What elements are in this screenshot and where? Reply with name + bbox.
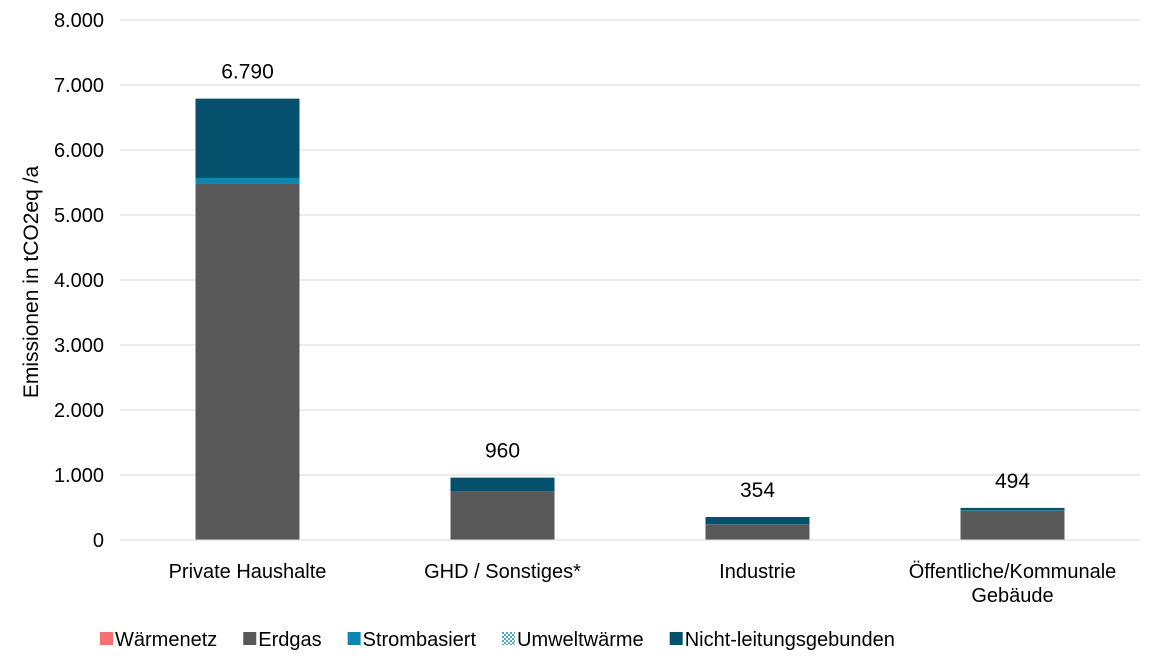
bar-segment-strombasiert bbox=[195, 177, 300, 184]
y-tick-label: 6.000 bbox=[54, 140, 104, 162]
legend-label: Wärmenetz bbox=[115, 629, 217, 651]
bar-total-labels: 6.790 960 354 494 bbox=[221, 61, 1030, 502]
y-tick-label: 7.000 bbox=[54, 75, 104, 97]
bar-total-label: 354 bbox=[740, 479, 775, 502]
y-tick-label: 5.000 bbox=[54, 205, 104, 227]
x-category-label: Private Haushalte bbox=[169, 561, 327, 583]
bar-segment-nicht-leitungsgebunden bbox=[705, 516, 810, 525]
legend-swatch bbox=[502, 632, 515, 645]
y-tick-label: 2.000 bbox=[54, 400, 104, 422]
legend-swatch bbox=[347, 632, 361, 645]
bar-total-label: 494 bbox=[995, 470, 1030, 493]
y-tick-label: 8.000 bbox=[54, 10, 104, 32]
x-category-label: Industrie bbox=[719, 561, 796, 583]
y-axis-ticks: 0 1.000 2.000 3.000 4.000 5.000 6.000 7.000 8.00… bbox=[54, 10, 104, 552]
legend-label: Umweltwärme bbox=[517, 629, 644, 651]
bar-segment-erdgas bbox=[195, 183, 300, 540]
bar-segment-nicht-leitungsgebunden bbox=[450, 477, 555, 492]
legend-swatch bbox=[243, 632, 257, 645]
x-category-label: Gebäude bbox=[971, 585, 1053, 607]
bar-segment-erdgas bbox=[450, 491, 555, 540]
legend-swatch bbox=[669, 632, 683, 645]
bar-segment-nicht-leitungsgebunden bbox=[960, 507, 1065, 511]
legend-label: Nicht-leitungsgebunden bbox=[685, 629, 895, 651]
bars bbox=[195, 98, 1065, 540]
legend: Wärmenetz Erdgas Strombasiert Umweltwärme Ni… bbox=[100, 629, 895, 651]
x-axis-categories: Private Haushalte GHD / Sonstiges* Industr… bbox=[169, 561, 1117, 607]
legend-label: Erdgas bbox=[258, 629, 321, 651]
x-category-label: Öffentliche/Kommunale bbox=[909, 561, 1117, 583]
bar-total-label: 6.790 bbox=[221, 61, 274, 84]
y-tick-label: 1.000 bbox=[54, 465, 104, 487]
y-tick-label: 0 bbox=[93, 530, 104, 552]
legend-label: Strombasiert bbox=[363, 629, 477, 651]
legend-swatch bbox=[100, 632, 113, 645]
y-tick-label: 4.000 bbox=[54, 270, 104, 292]
y-tick-label: 3.000 bbox=[54, 335, 104, 357]
x-category-label: GHD / Sonstiges* bbox=[424, 561, 581, 583]
bar-segment-erdgas bbox=[960, 510, 1065, 540]
bar-total-label: 960 bbox=[485, 440, 520, 463]
bar-segment-nicht-leitungsgebunden bbox=[195, 98, 300, 178]
bar-segment-erdgas bbox=[705, 524, 810, 540]
y-axis-label: Emissionen in tCO2eq /a bbox=[20, 166, 43, 399]
